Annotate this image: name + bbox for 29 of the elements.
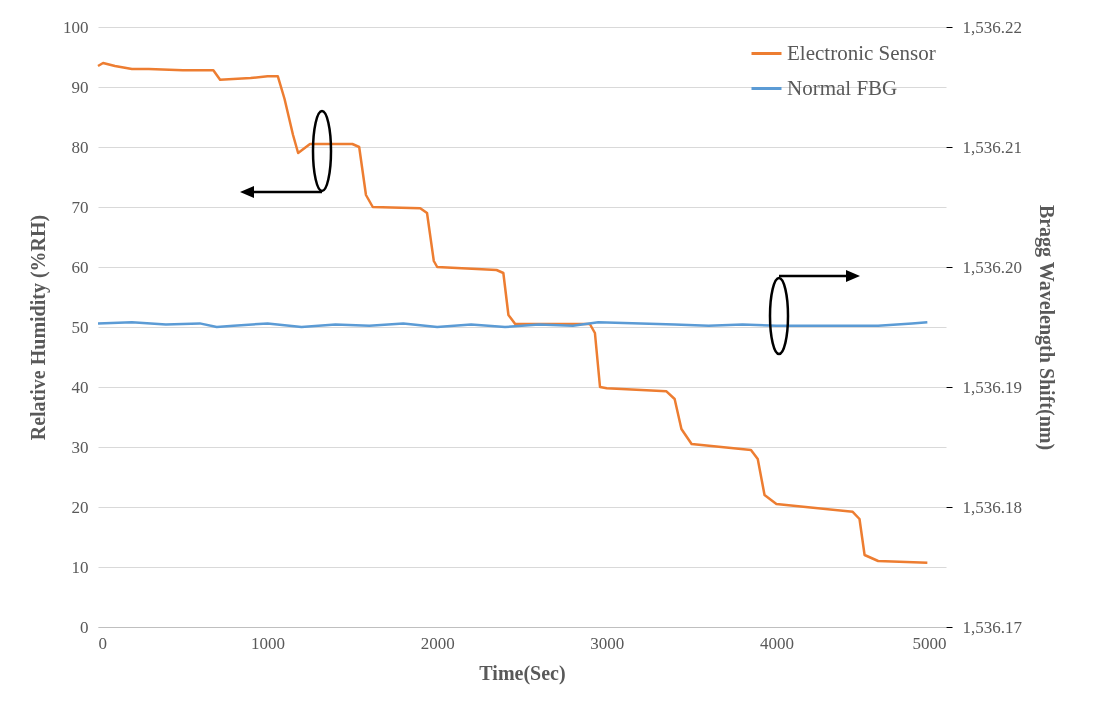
y2-tick-label: 1,536.17 — [962, 617, 1023, 637]
x-tick-label: 3000 — [590, 633, 625, 653]
y-tick-label: 10 — [71, 557, 89, 577]
y-tick-label: 20 — [71, 497, 89, 517]
x-tick-label: 2000 — [420, 633, 455, 653]
y-tick-label: 30 — [71, 437, 89, 457]
y-tick-label: 60 — [71, 257, 89, 277]
x-axis-title: Time(Sec) — [479, 661, 566, 685]
x-tick-label: 4000 — [759, 633, 794, 653]
legend-label: Normal FBG — [787, 75, 898, 100]
y2-tick-label: 1,536.21 — [962, 137, 1022, 157]
line-series — [96, 61, 929, 565]
y-tick-label: 90 — [71, 77, 89, 97]
y-tick-label: 40 — [71, 377, 89, 397]
y-axis-title: Relative Humidity (%RH) — [27, 214, 50, 441]
y-tick-label: 0 — [80, 617, 89, 637]
y2-tick-label: 1,536.20 — [962, 257, 1022, 277]
y-tick-label: 50 — [71, 317, 89, 337]
y-tick-label: 70 — [71, 197, 89, 217]
y-tick-label: 100 — [63, 17, 89, 37]
legend-label: Electronic Sensor — [787, 40, 936, 65]
y2-axis-title: Bragg Wavelength Shift(nm) — [1035, 204, 1058, 451]
x-tick-label: 0 — [98, 633, 107, 653]
y2-tick-label: 1,536.18 — [962, 497, 1022, 517]
y2-tick-label: 1,536.19 — [962, 377, 1022, 397]
y2-tick-label: 1,536.22 — [962, 17, 1022, 37]
y-tick-label: 80 — [71, 137, 89, 157]
x-tick-label: 1000 — [251, 633, 286, 653]
x-tick-label: 5000 — [912, 633, 947, 653]
